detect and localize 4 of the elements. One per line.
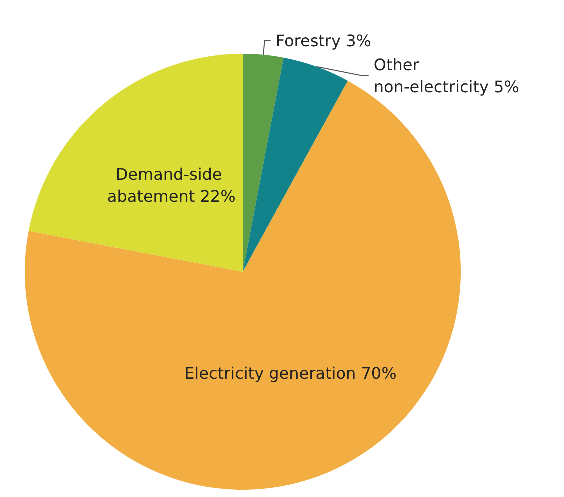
slice-label: Demand-side abatement 22% — [107, 165, 236, 206]
slice-label: Other non-electricity 5% — [374, 56, 520, 97]
slice-label: Electricity generation 70% — [184, 364, 397, 383]
slice-label: Forestry 3% — [276, 32, 372, 51]
